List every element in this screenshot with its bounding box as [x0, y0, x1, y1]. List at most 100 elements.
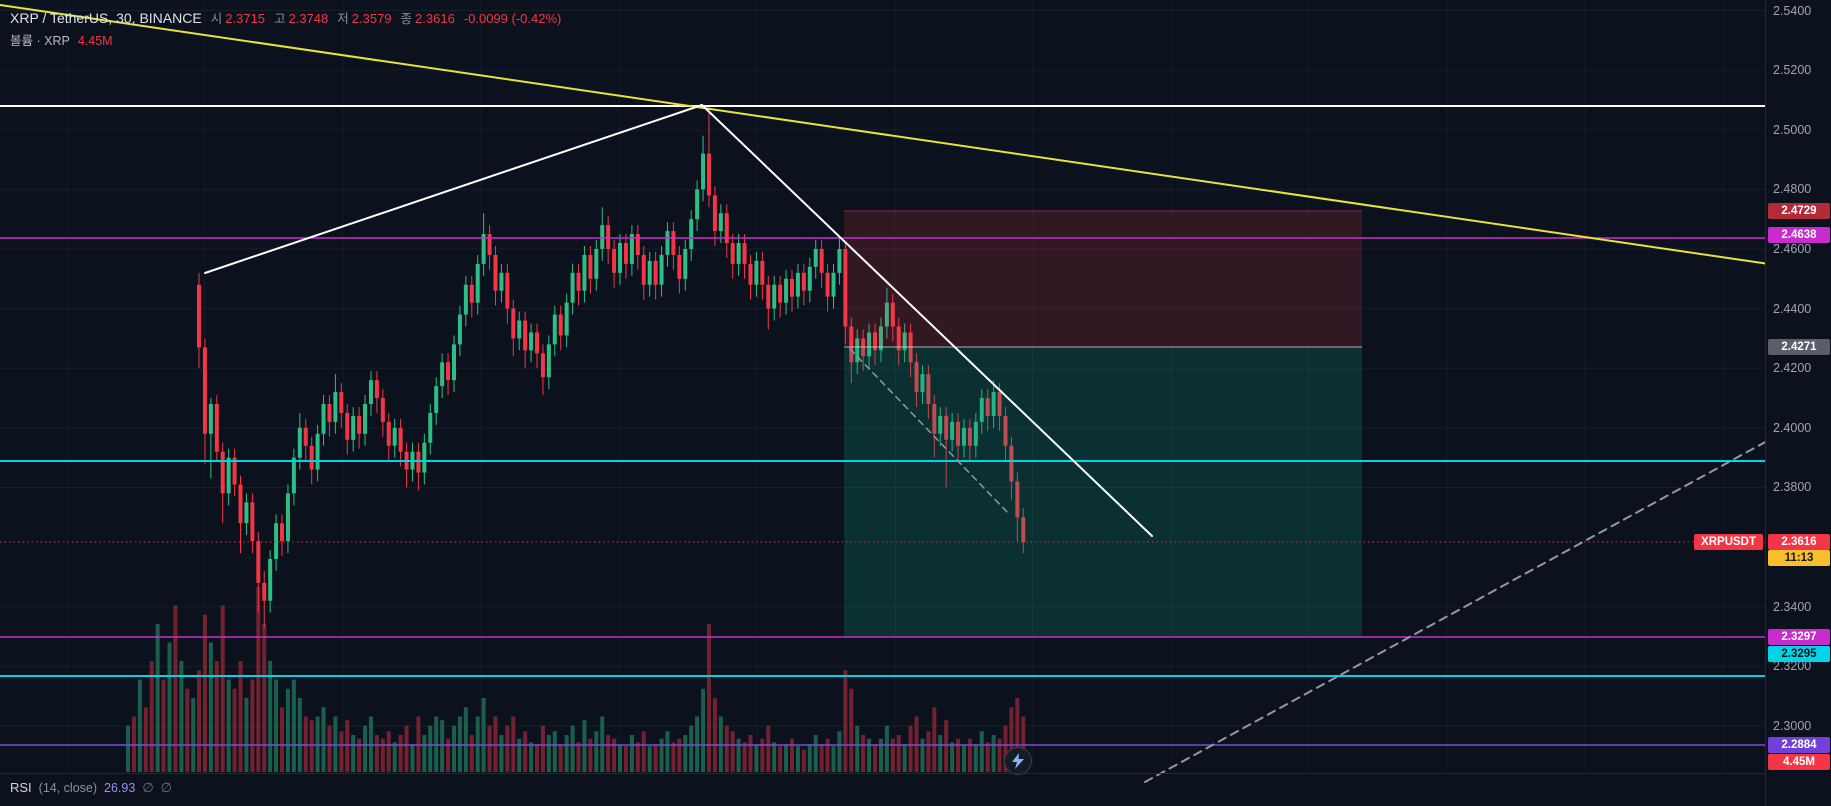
descending-yellow-trendline[interactable]: [0, 4, 1770, 265]
rsi-params: (14, close): [38, 781, 98, 795]
price-tick: 2.4000: [1773, 420, 1812, 435]
volume-bar: [351, 735, 356, 772]
candle-body: [540, 353, 545, 378]
candle-body: [979, 398, 984, 422]
candle-body: [748, 263, 753, 285]
change-value: -0.0099 (-0.42%): [463, 11, 562, 26]
volume-bar: [920, 738, 925, 772]
price-tick: 2.5200: [1773, 63, 1812, 78]
candle-body: [831, 272, 836, 297]
rsi-hide-icon[interactable]: ∅: [142, 780, 154, 795]
candle-body: [778, 284, 783, 303]
candle-body: [440, 362, 445, 387]
volume-bar: [392, 742, 397, 772]
volume-bar: [220, 605, 225, 772]
volume-bar: [683, 735, 688, 772]
volume-bar: [849, 688, 854, 772]
volume-bar: [712, 698, 717, 772]
volume-bar: [238, 661, 243, 772]
volume-bar: [327, 725, 332, 772]
candle-body: [997, 392, 1002, 416]
volume-bar: [167, 642, 172, 772]
position-reward-zone[interactable]: [844, 347, 1362, 637]
volume-bar: [244, 698, 249, 772]
candle-body: [1021, 517, 1026, 543]
volume-bar: [742, 742, 747, 772]
candle-body: [232, 457, 237, 485]
candle-body: [712, 195, 717, 232]
volume-bar: [647, 746, 652, 772]
volume-bar: [446, 738, 451, 772]
open-label: 시: [210, 12, 223, 26]
price-tag-2.4271: 2.4271: [1768, 339, 1830, 355]
candle-body: [985, 398, 990, 416]
candle-body: [926, 374, 931, 404]
volume-indicator-label[interactable]: 볼륨 · XRP: [10, 34, 70, 48]
candle-body: [529, 332, 534, 351]
volume-bar: [155, 624, 160, 772]
volume-bar: [380, 738, 385, 772]
volume-bar: [831, 746, 836, 772]
candle-body: [422, 442, 427, 473]
volume-bar: [790, 738, 794, 772]
volume-bar: [280, 707, 285, 772]
candle-body: [214, 403, 219, 452]
rising-white-trendline[interactable]: [204, 104, 703, 274]
volume-bar: [766, 725, 771, 772]
volume-bar: [979, 731, 984, 772]
candle-body: [250, 502, 255, 542]
candle-body: [837, 248, 842, 273]
pane-separator[interactable]: [0, 773, 1831, 774]
rsi-settings-icon[interactable]: ∅: [160, 780, 172, 795]
candle-body: [262, 582, 267, 601]
volume-bar: [961, 744, 966, 772]
candle-body: [659, 254, 664, 285]
candle-body: [434, 386, 439, 413]
candle-body: [499, 272, 504, 291]
volume-bar: [956, 738, 961, 772]
candle-body: [618, 243, 623, 273]
volume-bar: [813, 735, 818, 772]
chart-header: XRP / TetherUS, 30, BINANCE 시 2.3715 고 2…: [10, 8, 561, 27]
volume-bar: [202, 614, 207, 772]
volume-bar: [345, 720, 350, 772]
price-axis[interactable]: 2.5400 2.5200 2.5000 2.4800 2.4600 2.4400 2.42…: [1765, 0, 1831, 806]
volume-bar: [285, 688, 290, 772]
lightning-icon[interactable]: [1004, 747, 1032, 775]
volume-bar: [546, 735, 551, 772]
candle-body: [351, 415, 356, 440]
volume-bar: [540, 725, 545, 772]
candle-body: [973, 421, 978, 446]
candle-body: [564, 302, 569, 336]
candle-body: [772, 284, 777, 309]
candle-body: [552, 314, 557, 345]
candle-body: [612, 248, 617, 273]
volume-bar: [807, 744, 812, 772]
symbol-price-tag: XRPUSDT: [1694, 534, 1763, 550]
candle-body: [368, 380, 373, 404]
rsi-pane-header: RSI (14, close) 26.93 ∅ ∅: [10, 780, 172, 796]
rising-dashed-trendline[interactable]: [1144, 439, 1770, 783]
position-risk-zone[interactable]: [844, 211, 1362, 347]
rsi-title[interactable]: RSI: [10, 780, 32, 795]
candle-body: [695, 189, 700, 220]
volume-bar: [736, 738, 741, 772]
candle-body: [392, 427, 397, 446]
candle-body: [784, 278, 789, 303]
volume-bar: [339, 731, 344, 772]
candle-body: [244, 502, 249, 524]
volume-bar: [374, 735, 379, 772]
inner-dashed-trendline[interactable]: [849, 348, 1011, 516]
candle-body: [493, 254, 498, 291]
volume-bar: [861, 735, 866, 772]
candle-body: [398, 427, 403, 452]
volume-bar: [398, 735, 403, 772]
symbol-title[interactable]: XRP / TetherUS, 30, BINANCE: [10, 10, 202, 26]
candle-body: [683, 248, 688, 279]
volume-indicator-value: 4.45M: [77, 34, 113, 48]
falling-white-trendline[interactable]: [701, 104, 1153, 537]
candle-body: [220, 451, 225, 494]
candle-body: [315, 433, 320, 470]
